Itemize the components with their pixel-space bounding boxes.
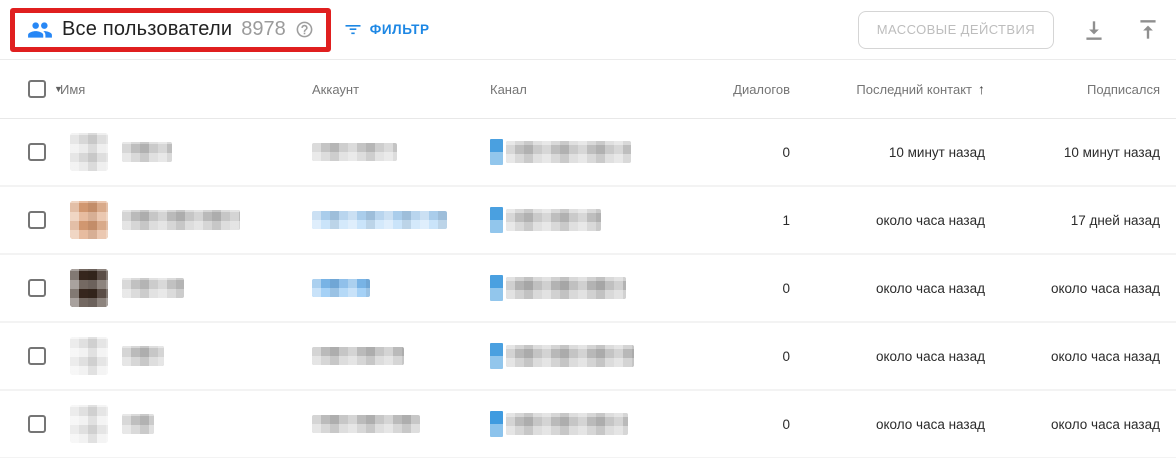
redacted-account-link[interactable]: [312, 211, 447, 229]
column-header-last-contact[interactable]: Последний контакт ↑: [856, 81, 985, 97]
name-cell: [60, 405, 300, 443]
channel-cell: [480, 411, 660, 437]
annotation-highlight-box: Все пользователи 8978: [10, 7, 331, 52]
last-contact-value: около часа назад: [875, 348, 985, 364]
dialogs-count: 0: [782, 416, 790, 432]
avatar: [70, 337, 108, 375]
column-header-subscribed[interactable]: Подписался: [1086, 81, 1160, 97]
last-contact-value: около часа назад: [875, 416, 985, 432]
last-contact-value: 10 минут назад: [888, 144, 985, 160]
channel-icon: [490, 139, 503, 165]
redacted-account-link[interactable]: [312, 347, 404, 365]
subscribed-value: 10 минут назад: [1063, 144, 1160, 160]
redacted-name: [122, 414, 154, 434]
dialogs-count: 0: [782, 280, 790, 296]
page-title: Все пользователи: [62, 18, 233, 40]
redacted-channel-name: [506, 209, 601, 231]
users-icon: [27, 17, 53, 43]
account-cell: [300, 143, 480, 161]
avatar: [70, 269, 108, 307]
dialogs-count: 0: [782, 348, 790, 364]
users-count: 8978: [241, 18, 286, 40]
channel-cell: [480, 343, 660, 369]
redacted-name: [122, 346, 164, 366]
row-checkbox[interactable]: [28, 415, 46, 433]
account-cell: [300, 347, 480, 365]
subscribed-value: около часа назад: [1050, 280, 1160, 296]
redacted-channel-name: [506, 345, 634, 367]
channel-cell: [480, 139, 660, 165]
sort-ascending-icon[interactable]: ↑: [978, 81, 985, 97]
avatar: [70, 405, 108, 443]
upload-icon[interactable]: [1134, 16, 1162, 44]
select-all-checkbox[interactable]: [28, 80, 46, 98]
avatar: [70, 201, 108, 239]
column-header-account[interactable]: Аккаунт: [312, 81, 360, 97]
channel-icon: [490, 411, 503, 437]
name-cell: [60, 269, 300, 307]
channel-icon: [490, 343, 503, 369]
row-checkbox[interactable]: [28, 211, 46, 229]
dialogs-count: 0: [782, 144, 790, 160]
redacted-channel-name: [506, 277, 626, 299]
dialogs-count: 1: [782, 212, 790, 228]
subscribed-value: около часа назад: [1050, 348, 1160, 364]
redacted-name: [122, 142, 172, 162]
redacted-name: [122, 278, 184, 298]
toolbar-actions: МАССОВЫЕ ДЕЙСТВИЯ: [857, 10, 1162, 49]
chevron-down-icon[interactable]: ▼: [54, 84, 63, 94]
redacted-account-link[interactable]: [312, 143, 397, 161]
table-row[interactable]: 0 10 минут назад 10 минут назад: [0, 119, 1176, 187]
name-cell: [60, 133, 300, 171]
channel-cell: [480, 275, 660, 301]
channel-cell: [480, 207, 660, 233]
table-row[interactable]: 0 около часа назад около часа назад: [0, 391, 1176, 458]
subscribed-value: 17 дней назад: [1070, 212, 1160, 228]
toolbar: Все пользователи 8978 ФИЛЬТР МАССОВЫЕ ДЕ…: [0, 0, 1176, 60]
row-checkbox[interactable]: [28, 347, 46, 365]
name-cell: [60, 201, 300, 239]
column-header-dialogs[interactable]: Диалогов: [733, 81, 790, 97]
bulk-actions-button[interactable]: МАССОВЫЕ ДЕЙСТВИЯ: [857, 10, 1054, 49]
filter-button[interactable]: ФИЛЬТР: [343, 20, 430, 40]
column-header-name[interactable]: Имя: [60, 81, 86, 97]
account-cell: [300, 211, 480, 229]
redacted-channel-name: [506, 413, 628, 435]
table-row[interactable]: 0 около часа назад около часа назад: [0, 323, 1176, 391]
avatar: [70, 133, 108, 171]
last-contact-value: около часа назад: [875, 212, 985, 228]
channel-icon: [490, 275, 503, 301]
redacted-channel-name: [506, 141, 631, 163]
table-body: 0 10 минут назад 10 минут назад 1 около …: [0, 119, 1176, 458]
table-row[interactable]: 1 около часа назад 17 дней назад: [0, 187, 1176, 255]
account-cell: [300, 415, 480, 433]
table-header-row: ▼ Имя Аккаунт Канал Диалогов Последний к…: [0, 60, 1176, 119]
column-header-channel[interactable]: Канал: [490, 81, 527, 97]
name-cell: [60, 337, 300, 375]
redacted-account-link[interactable]: [312, 279, 370, 297]
channel-icon: [490, 207, 503, 233]
redacted-name: [122, 210, 240, 230]
filter-icon: [343, 20, 363, 40]
row-checkbox[interactable]: [28, 143, 46, 161]
row-checkbox[interactable]: [28, 279, 46, 297]
help-icon[interactable]: [295, 20, 314, 39]
filter-label: ФИЛЬТР: [369, 22, 430, 37]
account-cell: [300, 279, 480, 297]
download-icon[interactable]: [1080, 16, 1108, 44]
table-row[interactable]: 0 около часа назад около часа назад: [0, 255, 1176, 323]
redacted-account-link[interactable]: [312, 415, 420, 433]
last-contact-value: около часа назад: [875, 280, 985, 296]
subscribed-value: около часа назад: [1050, 416, 1160, 432]
